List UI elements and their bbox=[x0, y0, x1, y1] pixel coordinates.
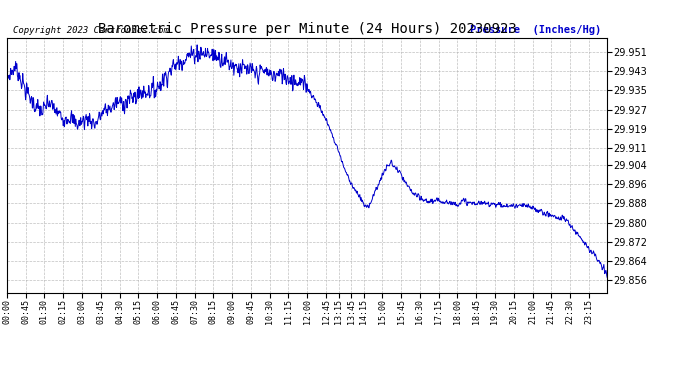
Text: Copyright 2023 Cartronics.com: Copyright 2023 Cartronics.com bbox=[13, 26, 169, 35]
Title: Barometric Pressure per Minute (24 Hours) 20230923: Barometric Pressure per Minute (24 Hours… bbox=[98, 22, 516, 36]
Text: Pressure  (Inches/Hg): Pressure (Inches/Hg) bbox=[470, 25, 601, 35]
